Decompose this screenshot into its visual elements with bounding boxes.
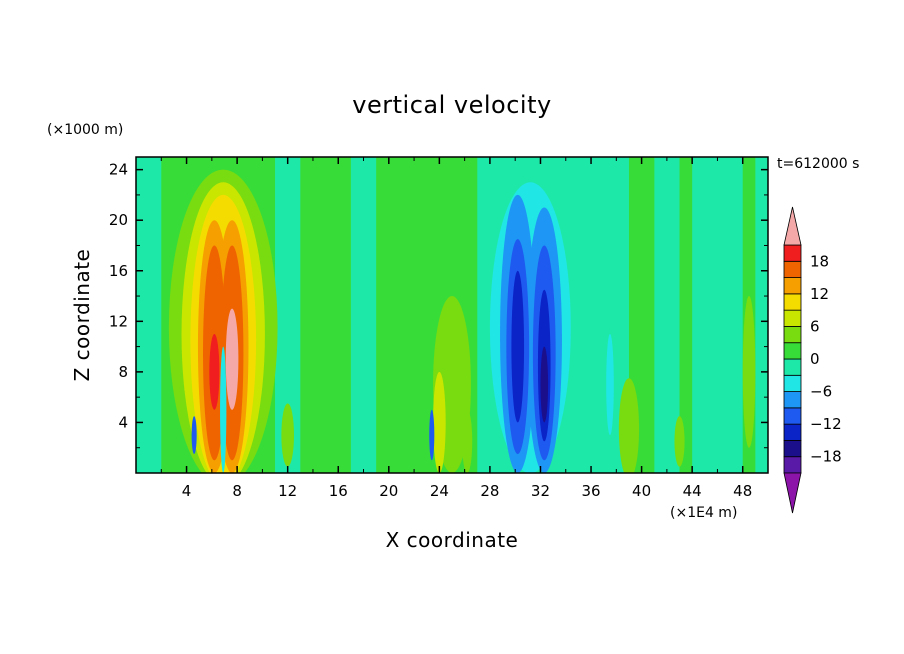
colorbar-swatch: [783, 309, 802, 327]
colorbar-swatch: [783, 244, 802, 262]
x-tick-label: 4: [182, 482, 192, 500]
x-tick-label: 28: [480, 482, 499, 500]
colorbar-swatch: [783, 260, 802, 278]
weak-updraft-band: [414, 157, 427, 473]
x-tick-label: 48: [733, 482, 752, 500]
y-tick-label: 24: [109, 161, 128, 179]
weak-updraft-band: [635, 157, 655, 473]
colorbar-tick-label: 18: [810, 252, 829, 270]
colorbar-tick-label: 0: [810, 350, 820, 368]
time-label: t=612000 s: [777, 156, 859, 172]
velocity-field: [136, 157, 768, 473]
narrow-downdraft: [220, 346, 227, 473]
x-axis-label: X coordinate: [386, 528, 519, 552]
colorbar-swatch: [783, 326, 802, 344]
weak-updraft: [742, 296, 756, 448]
colorbar-tick-label: −18: [810, 448, 842, 466]
colorbar-tick-label: −12: [810, 415, 842, 433]
colorbar: −18 −12 −6 0 6 12 18: [783, 206, 842, 514]
weak-downdraft-band: [350, 157, 377, 473]
x-tick-label: 36: [581, 482, 600, 500]
x-tick-label: 44: [683, 482, 702, 500]
colorbar-swatch: [783, 342, 802, 360]
colorbar-tick-label: 6: [810, 317, 820, 335]
colorbar-swatch: [783, 358, 802, 376]
y-axis-label: Z coordinate: [70, 249, 94, 382]
y-tick-label: 12: [109, 312, 128, 330]
colorbar-tick-label: 12: [810, 285, 829, 303]
chart-title: vertical velocity: [352, 91, 551, 119]
y-axis: 4 8 12 16 20 24: [109, 161, 768, 449]
weak-downdraft-band: [136, 157, 162, 473]
narrow-downdraft: [606, 333, 614, 436]
x-axis-unit: (×1E4 m): [670, 505, 737, 521]
weak-downdraft-band: [654, 157, 680, 473]
colorbar-swatch: [783, 293, 802, 311]
downdraft-core: [511, 270, 525, 423]
weak-downdraft-band: [692, 157, 768, 473]
colorbar-swatch: [783, 456, 802, 474]
x-tick-label: 8: [232, 482, 242, 500]
plot-frame: [135, 156, 769, 474]
weak-updraft: [433, 371, 446, 473]
updraft-peak: [225, 308, 239, 410]
colorbar-swatch: [783, 423, 802, 441]
downdraft-core: [540, 346, 549, 423]
x-tick-label: 12: [278, 482, 297, 500]
colorbar-swatch: [783, 407, 802, 425]
colorbar-swatch: [783, 440, 802, 458]
updraft-peak: [209, 333, 220, 410]
x-tick-label: 20: [379, 482, 398, 500]
x-tick-label: 40: [632, 482, 651, 500]
colorbar-swatch: [783, 374, 802, 392]
y-tick-label: 20: [109, 211, 128, 229]
narrow-downdraft: [191, 416, 197, 455]
colorbar-over-arrow: [783, 206, 802, 246]
x-tick-label: 24: [430, 482, 449, 500]
weak-updraft: [462, 409, 473, 473]
x-tick-label: 16: [329, 482, 348, 500]
y-tick-label: 16: [109, 262, 128, 280]
colorbar-swatch: [783, 277, 802, 295]
colorbar-under-arrow: [783, 472, 802, 514]
y-axis-unit: (×1000 m): [47, 122, 123, 138]
y-tick-label: 8: [118, 363, 128, 381]
weak-updraft: [618, 378, 640, 473]
y-tick-label: 4: [118, 413, 128, 431]
narrow-downdraft: [429, 409, 435, 461]
colorbar-swatch: [783, 391, 802, 409]
weak-updraft: [281, 403, 294, 467]
x-tick-label: 32: [531, 482, 550, 500]
x-axis: 4 8 12 16 20 24 28 32 36 40 44 48: [160, 157, 752, 500]
colorbar-tick-label: −6: [810, 383, 832, 401]
weak-updraft: [674, 416, 685, 467]
